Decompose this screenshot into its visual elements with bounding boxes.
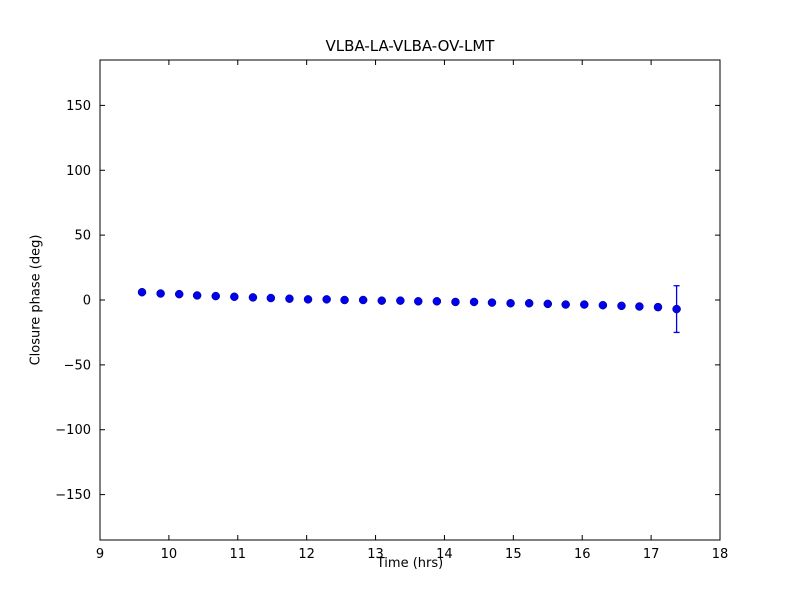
data-point — [506, 298, 515, 308]
y-tick-label: −150 — [55, 488, 91, 503]
data-point — [377, 296, 387, 305]
data-point — [156, 289, 165, 298]
data-point — [303, 295, 313, 304]
y-axis-label: Closure phase (deg) — [28, 234, 44, 366]
x-tick-label: 17 — [643, 547, 660, 562]
x-axis-label: Time (hrs) — [376, 556, 444, 571]
x-tick-label: 14 — [436, 547, 453, 562]
x-tick-label: 11 — [230, 547, 247, 562]
y-tick-label: −50 — [64, 358, 91, 373]
data-point — [487, 298, 497, 307]
data-point — [432, 297, 442, 306]
y-tick-label: −100 — [55, 423, 91, 438]
data-point — [653, 302, 663, 312]
data-point — [524, 298, 534, 308]
x-tick-label: 15 — [505, 547, 522, 562]
data-point — [635, 302, 644, 311]
data-point — [358, 295, 368, 305]
y-tick-label: 0 — [83, 294, 91, 309]
x-tick-label: 13 — [367, 547, 384, 562]
data-point — [414, 297, 423, 306]
data-point — [192, 291, 202, 300]
data-point — [598, 300, 608, 310]
data-point — [543, 299, 553, 309]
y-tick-label: 150 — [66, 99, 91, 114]
x-tick-label: 10 — [161, 547, 178, 562]
data-point — [285, 294, 294, 303]
x-tick-label: 18 — [712, 547, 729, 562]
data-point — [617, 301, 626, 311]
x-tick-label: 9 — [96, 547, 104, 562]
data-point — [672, 304, 681, 314]
data-point — [137, 287, 147, 297]
chart-title: VLBA-LA-VLBA-OV-LMT — [325, 37, 495, 55]
data-point — [174, 289, 184, 299]
data-point — [396, 296, 405, 305]
data-point — [266, 293, 276, 303]
data-point — [322, 295, 331, 304]
data-point — [211, 291, 220, 301]
y-tick-label: 100 — [66, 164, 91, 179]
data-point — [469, 297, 479, 307]
x-tick-label: 16 — [574, 547, 591, 562]
y-tick-label: 50 — [74, 229, 91, 244]
axes-frame — [99, 59, 721, 541]
data-point — [248, 293, 258, 302]
data-point — [580, 300, 589, 309]
data-point — [230, 292, 239, 302]
x-tick-label: 12 — [298, 547, 315, 562]
data-point — [451, 297, 460, 307]
data-point — [340, 295, 349, 305]
data-point — [561, 300, 570, 309]
